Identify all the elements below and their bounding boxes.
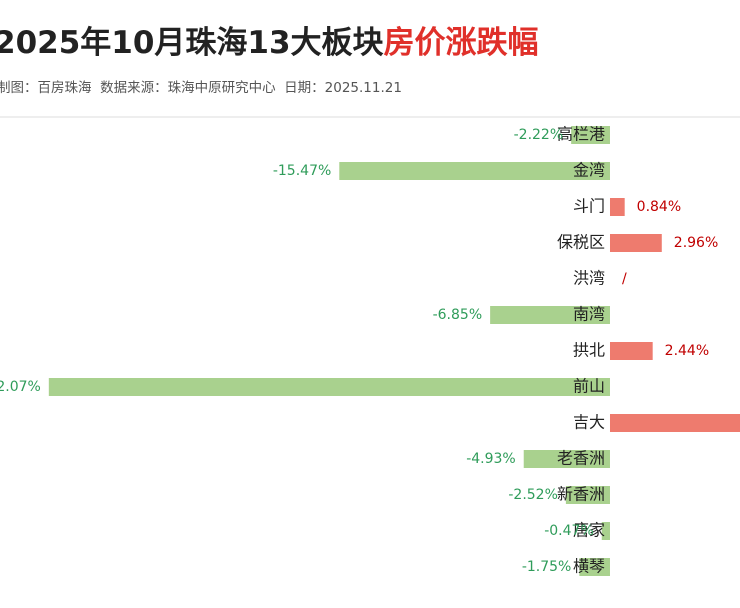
value-label: -15.47% <box>273 163 331 179</box>
category-label: 洪湾 <box>573 269 605 288</box>
value-label: 0.84% <box>637 199 681 215</box>
bar <box>48 378 610 396</box>
category-label: 横琴 <box>573 557 605 576</box>
category-label: 唐家 <box>573 521 605 540</box>
value-label: -2.22% <box>514 127 564 143</box>
value-label: -1.75% <box>522 559 572 575</box>
bar <box>601 522 610 540</box>
value-label: -2.52% <box>508 487 558 503</box>
category-label: 前山 <box>573 377 605 396</box>
title-part: 2025年10月珠海13大板块 <box>0 25 384 61</box>
category-label: 吉大 <box>573 413 605 432</box>
chart-title: 2025年10月珠海13大板块房价涨跌幅 <box>0 25 539 61</box>
category-label: 南湾 <box>573 305 605 324</box>
bar <box>609 234 662 252</box>
value-label: 2.96% <box>674 235 718 251</box>
category-label: 老香洲 <box>557 449 605 468</box>
category-label: 斗门 <box>573 197 605 216</box>
value-label: / <box>622 271 627 287</box>
category-label: 拱北 <box>573 341 605 360</box>
subtitle: 制图：百房珠海 数据来源：珠海中原研究中心 日期：2025.11.21 <box>0 80 402 96</box>
value-label: -4.93% <box>466 451 516 467</box>
title-part: 房价涨跌幅 <box>384 25 539 61</box>
category-label: 保税区 <box>557 233 605 252</box>
bar <box>579 558 610 576</box>
value-label: -32.07% <box>0 379 41 395</box>
bar <box>490 306 610 324</box>
category-label: 新香洲 <box>557 485 605 504</box>
bar <box>339 162 610 180</box>
bar <box>523 450 610 468</box>
bar <box>571 126 610 144</box>
category-label: 金湾 <box>573 161 605 180</box>
category-label: 高栏港 <box>557 125 605 144</box>
value-label: -0.47% <box>544 523 594 539</box>
value-label: -6.85% <box>433 307 483 323</box>
value-label: 2.44% <box>665 343 709 359</box>
bar <box>565 486 610 504</box>
bar <box>609 198 625 216</box>
bar <box>609 342 653 360</box>
bar <box>609 414 740 432</box>
